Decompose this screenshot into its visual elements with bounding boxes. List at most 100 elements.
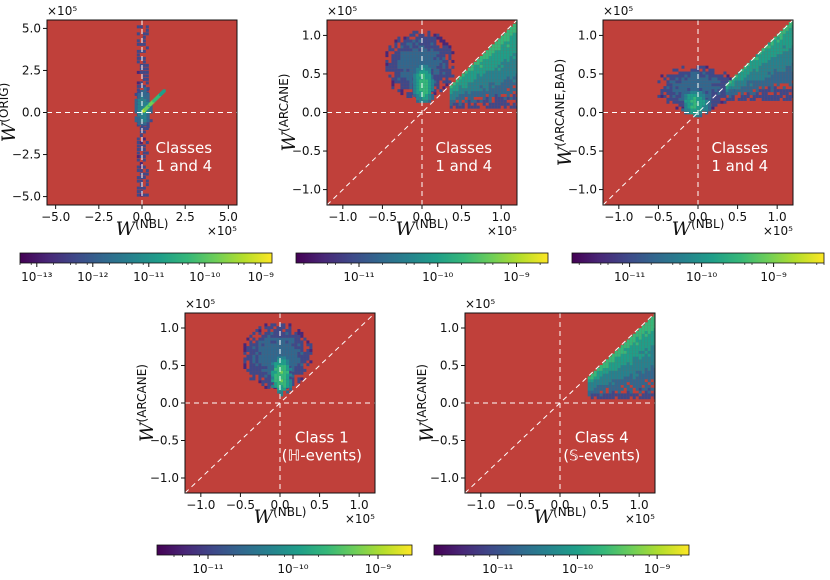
density-cell — [773, 51, 777, 55]
density-cell — [283, 367, 287, 371]
density-cell — [785, 48, 789, 52]
density-cell — [282, 351, 286, 355]
density-cell — [277, 390, 281, 394]
density-cell — [764, 83, 768, 87]
density-cell — [142, 35, 146, 39]
density-cell — [285, 337, 289, 341]
density-cell — [400, 62, 404, 66]
density-cell — [267, 374, 271, 378]
density-cell — [255, 368, 259, 372]
x-tick-label: 0.5 — [452, 210, 471, 224]
density-cell — [442, 51, 446, 55]
density-cell — [439, 57, 443, 61]
density-cell — [136, 141, 140, 145]
density-cell — [614, 393, 618, 397]
density-cell — [422, 82, 426, 86]
density-cell — [684, 77, 688, 81]
density-cell — [650, 393, 654, 397]
density-cell — [421, 59, 425, 63]
density-cell — [488, 47, 492, 51]
density-cell — [678, 83, 682, 87]
density-cell — [252, 366, 256, 370]
density-cell — [653, 316, 655, 320]
density-cell — [614, 350, 618, 354]
density-cell — [632, 396, 636, 400]
density-cell — [605, 376, 609, 380]
density-cell — [599, 373, 603, 377]
density-cell — [617, 367, 621, 371]
density-cell — [419, 88, 423, 92]
density-cell — [644, 350, 648, 354]
density-cell — [638, 359, 642, 363]
density-cell — [723, 94, 727, 98]
density-cell — [491, 58, 495, 62]
density-cell — [137, 98, 141, 102]
density-cell — [515, 26, 517, 30]
density-cell — [288, 323, 292, 327]
annotation-line: Classes — [712, 139, 769, 157]
density-cell — [442, 62, 446, 66]
density-cell — [394, 74, 398, 78]
density-cell — [413, 67, 417, 71]
density-cell — [400, 59, 404, 63]
density-cell — [791, 89, 793, 93]
density-cell — [449, 105, 453, 109]
density-cell — [515, 73, 517, 77]
density-cell — [611, 390, 615, 394]
density-cell — [644, 325, 648, 329]
x-tick-label: 0.5 — [728, 210, 747, 224]
density-cell — [726, 74, 730, 78]
density-cell — [626, 362, 630, 366]
density-cell — [684, 74, 688, 78]
density-cell — [470, 64, 474, 68]
density-cell — [764, 71, 768, 75]
density-cell — [264, 368, 268, 372]
density-cell — [264, 334, 268, 338]
density-cell — [249, 377, 253, 381]
density-cell — [602, 376, 606, 380]
density-cell — [445, 77, 449, 81]
density-cell — [515, 91, 517, 95]
density-cell — [773, 92, 777, 96]
density-cell — [503, 91, 507, 95]
density-cell — [273, 348, 277, 352]
density-cell — [431, 85, 435, 89]
density-cell — [427, 48, 431, 52]
density-cell — [421, 36, 425, 40]
density-cell — [455, 102, 459, 106]
density-cell — [503, 32, 507, 36]
density-cell — [506, 61, 510, 65]
density-cell — [632, 333, 636, 337]
density-cell — [791, 24, 793, 28]
density-cell — [476, 93, 480, 97]
density-cell — [791, 57, 793, 61]
density-cell — [737, 86, 741, 90]
density-cell — [767, 51, 771, 55]
density-cell — [485, 61, 489, 65]
density-cell — [503, 58, 507, 62]
density-cell — [515, 44, 517, 48]
density-cell — [139, 155, 143, 159]
density-cell — [142, 70, 146, 74]
density-cell — [145, 183, 149, 187]
density-cell — [276, 331, 280, 335]
density-cell — [403, 51, 407, 55]
density-cell — [696, 80, 700, 84]
density-cell — [436, 80, 440, 84]
density-cell — [726, 77, 730, 81]
density-cell — [755, 95, 759, 99]
density-cell — [412, 48, 416, 52]
density-cell — [145, 67, 149, 71]
density-cell — [142, 172, 146, 176]
density-cell — [137, 101, 141, 105]
density-cell — [139, 190, 143, 194]
density-cell — [473, 102, 477, 106]
density-cell — [139, 70, 143, 74]
density-cell — [485, 85, 489, 89]
density-cell — [785, 45, 789, 49]
density-cell — [485, 105, 489, 109]
density-cell — [276, 351, 280, 355]
x-tick-label: 0.0 — [550, 498, 569, 512]
density-cell — [509, 26, 513, 30]
density-cell — [139, 130, 143, 134]
